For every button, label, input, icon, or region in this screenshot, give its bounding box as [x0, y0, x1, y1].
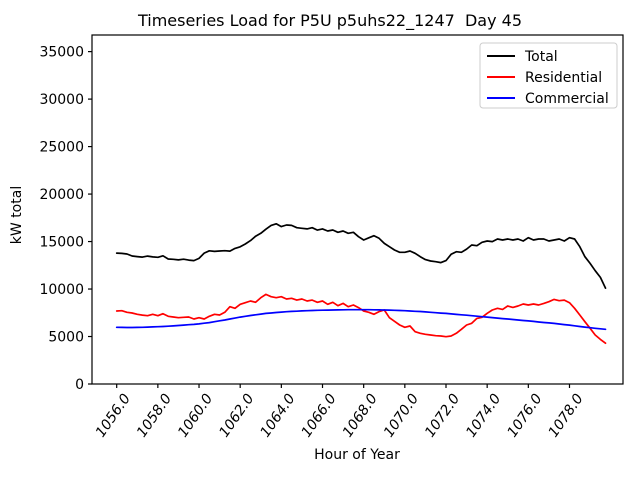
x-axis-label: Hour of Year [314, 447, 400, 463]
legend: Total Residential Commercial [479, 42, 618, 109]
legend-entry-commercial: Commercial [487, 91, 609, 107]
y-tick-label: 20000 [39, 187, 84, 203]
legend-label-total: Total [524, 49, 558, 65]
legend-box [479, 42, 618, 109]
y-axis-label: kW total [9, 186, 25, 244]
y-tick-label: 15000 [39, 235, 84, 251]
commercial-series-line [115, 308, 607, 331]
y-tick-label: 10000 [39, 282, 84, 298]
y-axis-ticks: 0 5000 10000 15000 20000 25000 30000 35000 [39, 45, 92, 393]
legend-entry-residential: Residential [487, 70, 602, 86]
y-tick-label: 35000 [39, 45, 84, 61]
chart-title: Timeseries Load for P5U p5uhs22_1247 Day… [137, 11, 522, 31]
y-tick-label: 30000 [39, 92, 84, 108]
y-tick-label: 5000 [48, 330, 84, 346]
legend-label-commercial: Commercial [525, 91, 609, 107]
y-tick-label: 25000 [39, 140, 84, 156]
series-lines [115, 222, 607, 345]
y-tick-label: 0 [75, 377, 84, 393]
plot-border [91, 34, 624, 385]
total-series-line [115, 222, 607, 289]
legend-label-residential: Residential [525, 70, 602, 86]
legend-entry-total: Total [487, 49, 558, 65]
